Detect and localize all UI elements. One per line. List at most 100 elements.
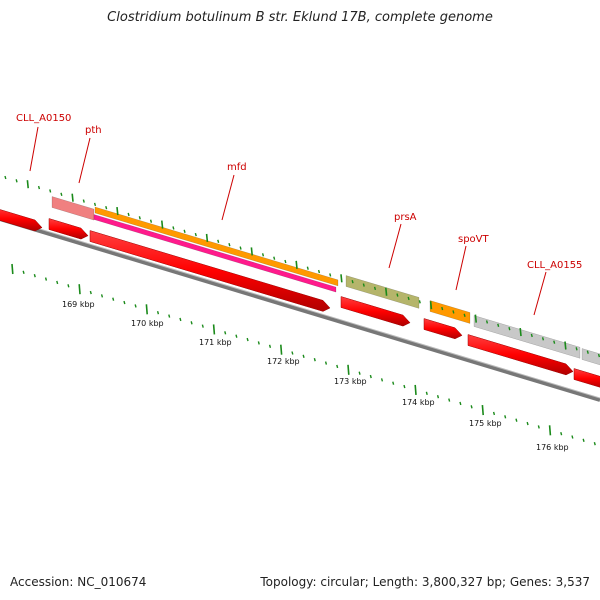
gene-label: CLL_A0150: [16, 113, 71, 124]
gene-arrow: [340, 296, 411, 327]
kbp-label: 175 kbp: [469, 419, 502, 428]
scale-tick: [369, 374, 372, 379]
scale-tick: [541, 337, 545, 341]
scale-tick: [519, 327, 522, 337]
scale-tick: [4, 175, 7, 180]
gene-arrow: [48, 218, 89, 240]
scale-tick: [26, 180, 29, 189]
scale-tick: [380, 378, 384, 382]
scale-tick: [537, 425, 540, 429]
scale-tick: [127, 212, 130, 217]
scale-tick: [15, 179, 18, 183]
scale-tick: [508, 327, 511, 331]
scale-tick: [459, 401, 462, 406]
scale-tick: [123, 300, 126, 305]
scale-tick: [306, 266, 309, 270]
scale-tick: [336, 364, 339, 369]
scale-tick: [396, 293, 399, 297]
label-leader-line: [78, 137, 91, 184]
scale-tick: [49, 189, 52, 193]
scale-tick: [463, 313, 466, 317]
scale-tick: [217, 239, 220, 244]
scale-tick: [470, 405, 473, 409]
scale-tick: [284, 259, 287, 264]
scale-tick: [33, 274, 36, 278]
scale-tick: [295, 260, 298, 269]
scale-tick: [161, 220, 164, 229]
scale-tick: [392, 381, 395, 385]
feature-bar: [473, 315, 581, 359]
gene-arrow: [423, 318, 463, 340]
scale-tick: [553, 340, 556, 344]
scale-tick: [112, 297, 115, 301]
scale-tick: [530, 333, 533, 338]
scale-tick: [235, 334, 238, 338]
scale-tick: [11, 263, 14, 275]
scale-tick: [497, 323, 500, 328]
scale-tick: [60, 192, 63, 196]
scale-tick: [246, 337, 249, 342]
scale-tick: [347, 364, 350, 375]
scale-tick: [145, 304, 148, 315]
scale-tick: [149, 219, 153, 223]
gene-arrow: [0, 209, 43, 232]
scale-tick: [201, 324, 204, 328]
scale-tick: [358, 371, 361, 375]
kbp-label: 173 kbp: [334, 377, 367, 386]
scale-tick: [156, 310, 160, 315]
scale-tick: [116, 207, 119, 216]
scale-tick: [172, 226, 175, 230]
scale-tick: [268, 344, 272, 348]
scale-tick: [82, 199, 85, 203]
scale-tick: [504, 415, 507, 419]
label-leader-line: [221, 174, 235, 221]
scale-tick: [168, 314, 171, 318]
scale-tick: [22, 270, 25, 275]
feature-bar: [93, 214, 337, 293]
scale-tick: [474, 314, 477, 323]
gene-label: pth: [85, 125, 102, 136]
scale-tick: [385, 287, 388, 296]
scale-tick: [575, 347, 578, 351]
scale-tick: [250, 247, 253, 256]
scale-tick: [78, 284, 81, 295]
scale-tick: [448, 398, 451, 402]
scale-tick: [205, 233, 209, 243]
scale-tick: [571, 435, 574, 439]
scale-tick: [492, 411, 496, 416]
gene-arrow: [467, 334, 574, 376]
feature-bar: [94, 206, 339, 287]
scale-tick: [317, 269, 321, 274]
scale-tick: [105, 206, 108, 210]
scale-tick: [179, 317, 182, 322]
scale-tick: [239, 246, 242, 250]
scale-tick: [436, 394, 440, 399]
scale-tick: [441, 306, 444, 311]
scale-tick: [313, 358, 316, 362]
accession-text: Accession: NC_010674: [10, 575, 147, 589]
kbp-label: 176 kbp: [536, 443, 569, 452]
scale-tick: [324, 361, 328, 365]
scale-tick: [593, 442, 596, 446]
scale-tick: [560, 431, 563, 436]
scale-tick: [37, 185, 41, 190]
scale-tick: [224, 331, 227, 335]
scale-tick: [93, 202, 97, 207]
scale-tick: [329, 273, 332, 277]
scale-tick: [425, 391, 428, 396]
scale-tick: [183, 229, 186, 233]
scale-tick: [291, 351, 294, 355]
label-leader-line: [533, 271, 547, 316]
feature-bar: [345, 275, 420, 309]
scale-tick: [515, 418, 518, 422]
backbone-line: [0, 217, 600, 402]
gene-label: CLL_A0155: [527, 260, 582, 271]
scale-tick: [526, 421, 529, 426]
scale-tick: [485, 320, 489, 324]
label-leader-line: [29, 126, 39, 172]
scale-tick: [134, 304, 137, 308]
scale-tick: [67, 284, 70, 288]
scale-tick: [362, 283, 365, 287]
scale-tick: [257, 341, 260, 345]
